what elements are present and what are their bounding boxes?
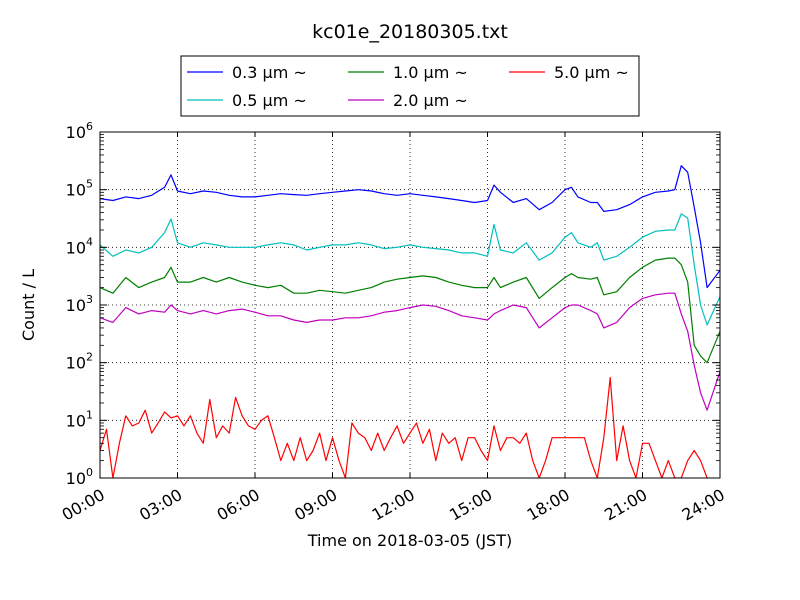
x-axis-label: Time on 2018-03-05 (JST)	[307, 531, 512, 550]
y-tick-label: 106	[66, 120, 93, 142]
series-line-2	[100, 213, 720, 326]
y-tick-label: 103	[66, 293, 93, 315]
series-group	[100, 165, 720, 478]
y-axis-label: Count / L	[19, 269, 38, 341]
grid	[100, 132, 720, 478]
legend: 0.3 μm ~ 0.5 μm ~ 1.0 μm ~ 2.0 μm ~ 5.0 μm ~	[180, 55, 640, 117]
series-layer	[100, 165, 720, 478]
legend-box	[180, 55, 640, 117]
series-line-1	[100, 165, 720, 289]
legend-label-3: 1.0 μm ~	[393, 63, 468, 82]
ticks	[99, 131, 721, 479]
y-tick-label: 102	[66, 351, 93, 373]
legend-label-1: 0.3 μm ~	[232, 63, 307, 82]
legend-label-2: 0.5 μm ~	[232, 91, 307, 110]
series-line-3	[100, 257, 720, 364]
legend-label-5: 5.0 μm ~	[554, 63, 629, 82]
y-tick-label: 100	[66, 466, 93, 488]
y-tick-labels: 100 101 102 103 104 105 106	[66, 120, 93, 488]
y-tick-label: 104	[66, 235, 93, 257]
y-tick-label: 105	[66, 178, 93, 200]
series-line-5	[100, 377, 708, 478]
chart-title: kc01e_20180305.txt	[312, 21, 508, 43]
legend-label-4: 2.0 μm ~	[393, 91, 468, 110]
series-line-4	[100, 292, 720, 411]
y-tick-label: 101	[66, 408, 93, 430]
